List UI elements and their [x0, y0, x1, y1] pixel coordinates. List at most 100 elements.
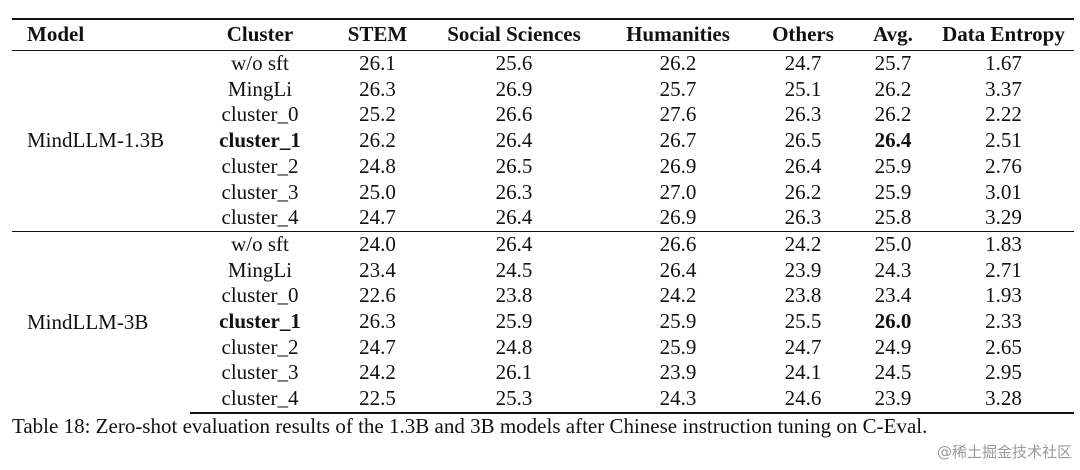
- cell-avg: 25.9: [874, 153, 912, 178]
- cell-others: 25.1: [784, 76, 822, 101]
- header-humanities: Humanities: [603, 18, 753, 51]
- table-row: cluster_0 25.2 26.6 27.6 26.3 26.2 2.22: [12, 102, 1074, 128]
- header-data-entropy: Data Entropy: [933, 18, 1074, 51]
- cell-social-sciences: 25.3: [425, 386, 603, 414]
- table-row: cluster_3 25.0 26.3 27.0 26.2 25.9 3.01: [12, 180, 1074, 206]
- cell-others: 26.2: [784, 179, 822, 204]
- cell-humanities: 26.4: [659, 257, 697, 282]
- cell-data-entropy: 2.71: [985, 257, 1022, 282]
- cell-cluster: w/o sft: [190, 230, 330, 258]
- cell-stem: 23.4: [359, 257, 396, 282]
- cell-cluster: cluster_4: [190, 386, 330, 414]
- cell-others: 24.7: [784, 51, 822, 75]
- cell-others: 23.8: [784, 283, 822, 308]
- cell-stem: 22.5: [330, 386, 425, 414]
- header-avg: Avg.: [853, 18, 933, 51]
- table-caption: Table 18: Zero-shot evaluation results o…: [12, 414, 928, 438]
- cell-stem: 24.8: [359, 153, 396, 178]
- cell-stem: 26.3: [359, 76, 396, 101]
- cell-avg: 26.0: [874, 309, 912, 334]
- cell-humanities: 26.9: [659, 153, 697, 178]
- cell-humanities: 27.6: [659, 102, 697, 127]
- table-row: cluster_3 24.2 26.1 23.9 24.1 24.5 2.95: [12, 360, 1074, 386]
- cell-avg: 25.7: [874, 51, 912, 75]
- cell-social-sciences: 23.8: [495, 283, 533, 308]
- cell-stem: 26.1: [359, 51, 396, 75]
- table-row: MingLi 26.3 26.9 25.7 25.1 26.2 3.37: [12, 77, 1074, 103]
- header-stem: STEM: [330, 18, 425, 51]
- cell-cluster: cluster_1: [219, 128, 301, 153]
- cell-others: 26.3: [784, 205, 822, 230]
- cell-social-sciences: 26.4: [425, 230, 603, 258]
- cell-stem: 24.7: [359, 205, 396, 230]
- header-social-sciences: Social Sciences: [425, 18, 603, 51]
- cell-social-sciences: 26.5: [495, 153, 533, 178]
- cell-humanities: 26.9: [659, 205, 697, 230]
- cell-data-entropy: 3.29: [985, 205, 1022, 230]
- cell-avg: 24.5: [874, 360, 912, 385]
- cell-data-entropy: 1.83: [933, 230, 1074, 258]
- cell-data-entropy: 2.51: [985, 128, 1022, 153]
- table-row: cluster_1 26.3 25.9 25.9 25.5 26.0 2.33: [12, 309, 1074, 335]
- cell-others: 24.6: [753, 386, 853, 414]
- cell-cluster: cluster_0: [221, 102, 299, 127]
- model-group: MindLLM-3B w/o sft 24.0 26.4 26.6 24.2 25.0 1.8…: [12, 230, 1074, 414]
- header-others: Others: [753, 18, 853, 51]
- table-row: cluster_2 24.8 26.5 26.9 26.4 25.9 2.76: [12, 154, 1074, 180]
- cell-others: 26.5: [784, 128, 822, 153]
- cell-social-sciences: 26.9: [495, 76, 533, 101]
- cell-others: 26.4: [784, 153, 822, 178]
- cell-data-entropy: 2.95: [985, 360, 1022, 385]
- cell-social-sciences: 26.4: [495, 128, 533, 153]
- cell-avg: 24.3: [874, 257, 912, 282]
- cell-cluster: cluster_2: [221, 153, 299, 178]
- cell-model: MindLLM-1.3B: [27, 128, 165, 153]
- cell-data-entropy: 2.22: [985, 102, 1022, 127]
- cell-social-sciences: 26.4: [495, 205, 533, 230]
- table-row: cluster_0 22.6 23.8 24.2 23.8 23.4 1.93: [12, 283, 1074, 309]
- cell-avg: 23.4: [874, 283, 912, 308]
- cell-stem: 25.0: [359, 179, 396, 204]
- cell-social-sciences: 25.6: [495, 51, 533, 75]
- cell-stem: 26.2: [359, 128, 396, 153]
- cell-cluster: cluster_3: [221, 360, 299, 385]
- cell-humanities: 24.3: [603, 386, 753, 414]
- table-row: MindLLM-3B w/o sft 24.0 26.4 26.6 24.2 25.0 1.8…: [12, 230, 1074, 413]
- cell-others: 26.3: [784, 102, 822, 127]
- cell-others: 24.7: [784, 334, 822, 359]
- cell-humanities: 25.7: [659, 76, 697, 101]
- cell-stem: 24.0: [330, 230, 425, 258]
- cell-data-entropy: 2.65: [985, 334, 1022, 359]
- cell-stem: 24.2: [359, 360, 396, 385]
- table-header: Model Cluster STEM Social Sciences Human…: [12, 18, 1074, 51]
- cell-social-sciences: 24.8: [495, 334, 533, 359]
- cell-cluster: cluster_1: [219, 309, 301, 334]
- cell-others: 23.9: [784, 257, 822, 282]
- watermark: @稀土掘金技术社区: [936, 443, 1072, 461]
- cell-cluster: MingLi: [227, 257, 293, 282]
- cell-social-sciences: 25.9: [495, 309, 533, 334]
- table-row: cluster_2 24.7 24.8 25.9 24.7 24.9 2.65: [12, 335, 1074, 361]
- cell-humanities: 26.7: [659, 128, 697, 153]
- cell-cluster: cluster_4: [221, 205, 299, 230]
- cell-avg: 25.9: [874, 179, 912, 204]
- table-row: cluster_4 22.5 25.3 24.3 24.6 23.9 3.28: [12, 386, 1074, 414]
- cell-model: MindLLM-3B: [12, 230, 190, 413]
- cell-cluster: w/o sft: [231, 51, 289, 75]
- cell-cluster: MingLi: [227, 76, 293, 101]
- table-row: MindLLM-1.3B w/o sft 26.1 25.6 26.2 24.7 25.7 1…: [12, 51, 1074, 152]
- cell-data-entropy: 1.93: [985, 283, 1022, 308]
- cell-humanities: 25.9: [659, 309, 697, 334]
- cell-cluster: cluster_2: [221, 334, 299, 359]
- cell-humanities: 25.9: [659, 334, 697, 359]
- cell-data-entropy: 3.28: [933, 386, 1074, 414]
- cell-humanities: 26.2: [659, 51, 697, 75]
- cell-data-entropy: 2.33: [985, 309, 1022, 334]
- cell-stem: 26.3: [359, 309, 396, 334]
- cell-humanities: 23.9: [659, 360, 697, 385]
- table-row: cluster_4 24.7 26.4 26.9 26.3 25.8 3.29: [12, 205, 1074, 231]
- table-row: MingLi 23.4 24.5 26.4 23.9 24.3 2.71: [12, 258, 1074, 284]
- cell-avg: 25.8: [874, 205, 912, 230]
- cell-avg: 26.2: [874, 76, 912, 101]
